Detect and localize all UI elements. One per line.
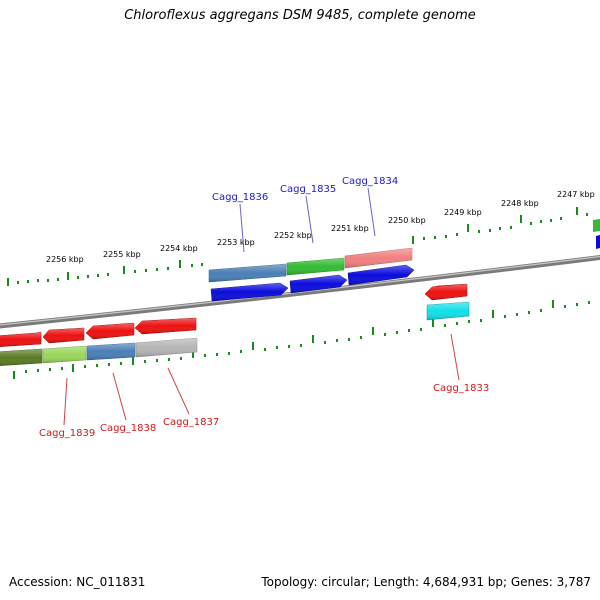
position-label-2254: 2254 kbp <box>160 244 198 253</box>
bottom-strand-genes <box>0 283 470 366</box>
position-label-2250: 2250 kbp <box>388 216 426 225</box>
upper-tick-track <box>7 207 588 286</box>
position-label-2256: 2256 kbp <box>46 255 84 264</box>
genome-backbone-highlight <box>0 255 600 326</box>
gene-leader-lines <box>63 187 460 426</box>
lower-tick-track <box>13 300 590 379</box>
genome-backbone <box>0 254 600 329</box>
position-label-2255: 2255 kbp <box>103 250 141 259</box>
gene-label-cagg-1833[interactable]: Cagg_1833 <box>433 383 489 394</box>
gene-label-cagg-1838[interactable]: Cagg_1838 <box>100 423 156 434</box>
accession-text: Accession: NC_011831 <box>9 575 146 589</box>
gene-label-cagg-1839[interactable]: Cagg_1839 <box>39 428 95 439</box>
gene-label-cagg-1835[interactable]: Cagg_1835 <box>280 184 336 195</box>
gene-edge-blue-arrow[interactable] <box>596 235 600 249</box>
genome-summary-text: Topology: circular; Length: 4,684,931 bp… <box>261 575 591 589</box>
position-label-2253: 2253 kbp <box>217 238 255 247</box>
position-label-2251: 2251 kbp <box>331 224 369 233</box>
gene-label-cagg-1837[interactable]: Cagg_1837 <box>163 417 219 428</box>
gene-edge-green-block[interactable] <box>593 219 600 232</box>
position-label-2247: 2247 kbp <box>557 190 595 199</box>
top-strand-genes <box>208 219 600 302</box>
position-label-2248: 2248 kbp <box>501 199 539 208</box>
gene-label-cagg-1836[interactable]: Cagg_1836 <box>212 192 268 203</box>
position-label-2252: 2252 kbp <box>274 231 312 240</box>
gene-label-cagg-1834[interactable]: Cagg_1834 <box>342 176 398 187</box>
position-label-2249: 2249 kbp <box>444 208 482 217</box>
map-title: Chloroflexus aggregans DSM 9485, complet… <box>124 8 476 23</box>
